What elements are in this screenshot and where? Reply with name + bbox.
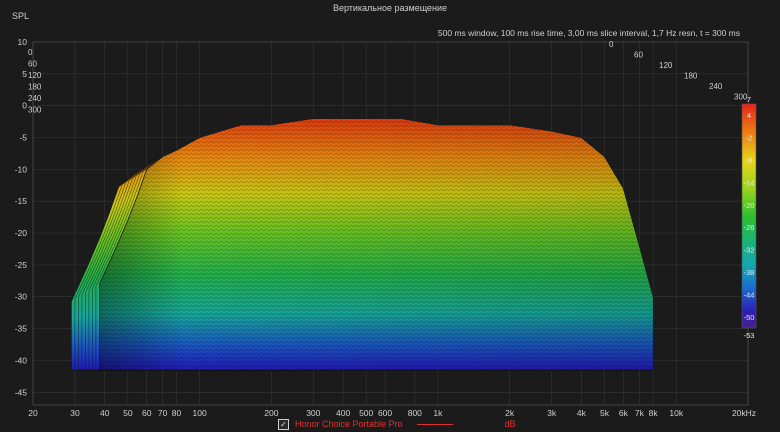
legend-unit: dB (504, 419, 516, 429)
waterfall-surface (71, 118, 654, 371)
y-tick-label: -40 (15, 355, 28, 365)
colorbar-tick-label: 4 (747, 111, 751, 120)
y-tick-label: 10 (18, 37, 28, 47)
x-tick-label: 40 (100, 408, 110, 416)
x-tick-label: 2k (505, 408, 515, 416)
axes: 20 30 40 50 60 70 80 100 200 300 400 500 600 800 1k 2k 3… (15, 37, 756, 416)
legend-series-line (416, 423, 453, 425)
colorbar-tick-label: -14 (744, 178, 755, 187)
legend-checkbox[interactable]: ✓ (278, 418, 289, 430)
x-tick-label: 80 (172, 408, 182, 416)
x-tick-label: 20 (28, 408, 38, 416)
analysis-settings-text: 500 ms window, 100 ms rise time, 3,00 ms… (438, 28, 740, 38)
x-tick-label: 6k (619, 408, 629, 416)
colorbar-gradient (741, 103, 757, 329)
time-axis-label-left: 300 (28, 106, 42, 115)
time-axis-label-right: 60 (634, 51, 643, 60)
time-axis-label-left: 0 (28, 48, 33, 57)
x-tick-label: 4k (577, 408, 587, 416)
time-axis-label-left: 240 (28, 94, 42, 103)
x-tick-label: 8k (649, 408, 659, 416)
y-tick-label: -35 (15, 324, 28, 334)
y-tick-label: 0 (22, 101, 27, 111)
time-axis-label-right: 0 (609, 40, 614, 49)
x-tick-label: 100 (192, 408, 206, 416)
x-tick-label: 7k (635, 408, 645, 416)
x-tick-label: 500 (359, 408, 373, 416)
colorbar-tick-label: -50 (744, 313, 755, 322)
colorbar-tick-label: -2 (746, 134, 753, 143)
x-tick-label: 300 (306, 408, 320, 416)
x-tick-label: 600 (378, 408, 392, 416)
x-tick-label: 10k (669, 408, 683, 416)
legend-series-name[interactable]: Honor Choice Portable Pro (295, 419, 403, 429)
time-axis-label-right: 300 (734, 93, 748, 102)
x-tick-label: 400 (336, 408, 350, 416)
colorbar-tick-label: -26 (744, 223, 755, 232)
colorbar-tick-label: -44 (744, 290, 755, 299)
y-tick-label: -20 (15, 228, 28, 238)
y-tick-label: -5 (19, 133, 27, 143)
y-tick-label: -15 (15, 196, 28, 206)
x-tick-label: 60 (142, 408, 152, 416)
colorbar-tick-label: -38 (744, 268, 755, 277)
colorbar-tick-label: -32 (744, 246, 755, 255)
time-axis-label-left: 180 (28, 83, 42, 92)
waterfall-chart: 20 30 40 50 60 70 80 100 200 300 400 500 600 800 1k 2k 3… (12, 3, 757, 416)
y-tick-label: -10 (15, 164, 28, 174)
x-tick-label: 200 (264, 408, 278, 416)
time-axis-label-right: 180 (684, 72, 698, 81)
x-tick-label: 800 (408, 408, 422, 416)
legend: ✓ Honor Choice Portable Pro dB (0, 416, 780, 432)
colorbar-tick-label: -53 (744, 331, 755, 340)
x-tick-label: 1k (433, 408, 443, 416)
y-tick-label: 5 (22, 69, 27, 79)
x-tick-label: 5k (600, 408, 610, 416)
y-tick-label: -25 (15, 260, 28, 270)
colorbar-tick-label: 7 (747, 95, 751, 104)
colorbar: 7 4 -2 -8 -14 -20 -26 -32 -38 -44 -50 -53 (741, 95, 757, 340)
time-axis-label-left: 120 (28, 71, 42, 80)
colorbar-tick-label: -20 (744, 201, 755, 210)
colorbar-tick-label: -8 (746, 156, 753, 165)
chart-title: Вертикальное размещение (333, 3, 447, 13)
time-axis-label-right: 120 (659, 61, 673, 70)
surface-shading (99, 118, 654, 370)
x-tick-label: 3k (547, 408, 557, 416)
x-tick-label: 30 (70, 408, 80, 416)
y-tick-label: -30 (15, 292, 28, 302)
x-tick-label: 70 (158, 408, 168, 416)
y-axis-label: SPL (12, 11, 29, 21)
time-axis-label-right: 240 (709, 82, 723, 91)
x-tick-label: 50 (123, 408, 133, 416)
y-tick-label: -45 (15, 387, 28, 397)
series-line (99, 118, 654, 297)
time-axis-label-left: 60 (28, 60, 37, 69)
x-tick-label: 20kHz (732, 408, 756, 416)
